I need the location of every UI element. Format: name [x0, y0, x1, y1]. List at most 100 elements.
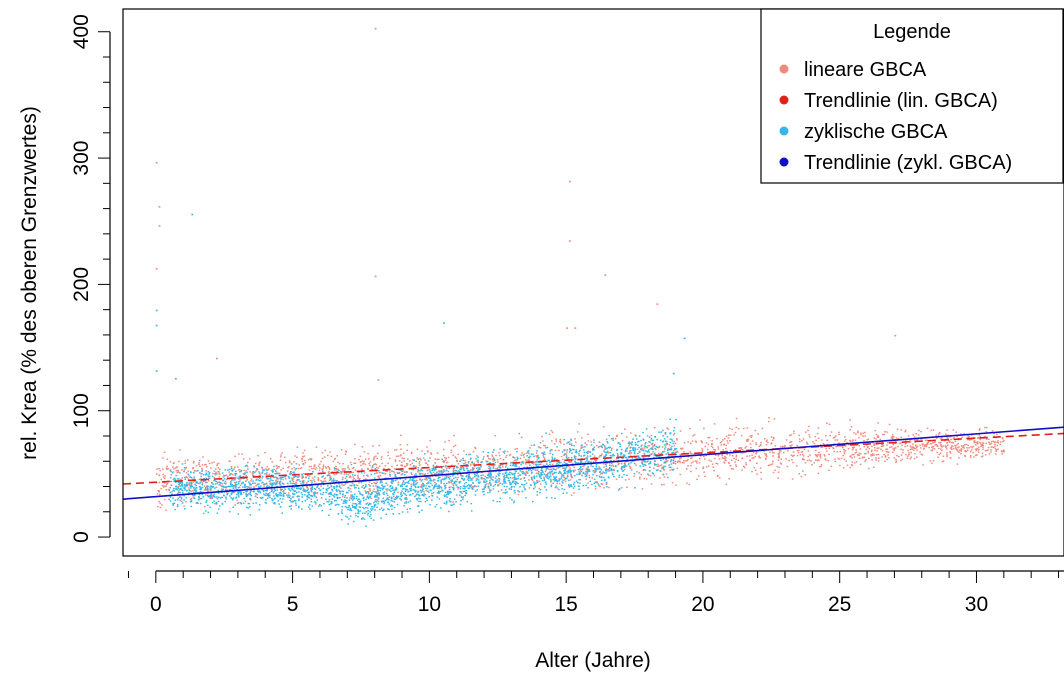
data-point — [374, 494, 377, 496]
data-point — [535, 452, 538, 454]
data-point — [258, 472, 261, 474]
data-point — [353, 462, 355, 465]
data-point — [373, 463, 375, 466]
data-point — [958, 457, 960, 459]
data-point — [737, 459, 740, 461]
data-point — [313, 479, 315, 481]
data-point — [397, 481, 400, 483]
data-point — [350, 509, 353, 512]
data-point — [313, 464, 316, 467]
data-point — [760, 471, 762, 474]
data-point — [165, 489, 168, 491]
data-point — [357, 484, 359, 487]
data-point — [684, 460, 687, 462]
data-point — [568, 486, 571, 488]
data-point — [765, 454, 767, 456]
data-point — [222, 476, 225, 478]
data-point — [317, 485, 319, 487]
data-point — [391, 470, 393, 472]
data-point — [233, 468, 235, 470]
data-point — [392, 480, 394, 482]
data-point — [573, 457, 576, 459]
data-point — [957, 446, 959, 449]
data-point — [631, 457, 634, 459]
data-point — [648, 441, 650, 443]
data-point — [198, 494, 201, 496]
data-point — [817, 454, 820, 456]
data-point — [266, 477, 268, 479]
outlier-point — [374, 27, 377, 30]
data-point — [564, 471, 566, 473]
data-point — [698, 462, 701, 464]
data-point — [188, 484, 190, 486]
data-point — [463, 483, 466, 485]
data-point — [291, 496, 294, 498]
data-point — [270, 486, 273, 488]
data-point — [350, 491, 352, 493]
data-point — [604, 459, 606, 462]
data-point — [310, 490, 313, 493]
data-point — [543, 464, 546, 467]
data-point — [932, 448, 934, 450]
data-point — [561, 481, 563, 483]
data-point — [363, 496, 365, 499]
data-point — [199, 465, 201, 467]
data-point — [580, 466, 582, 469]
data-point — [559, 438, 562, 441]
data-point — [275, 465, 278, 467]
data-point — [826, 422, 828, 424]
data-point — [392, 493, 394, 495]
data-point — [334, 467, 336, 470]
data-point — [600, 476, 603, 479]
data-point — [357, 472, 360, 474]
data-point — [690, 457, 692, 460]
data-point — [861, 457, 864, 459]
data-point — [374, 500, 376, 502]
data-point — [403, 488, 405, 490]
data-point — [165, 485, 167, 488]
data-point — [767, 420, 770, 423]
data-point — [505, 471, 508, 473]
data-point — [418, 511, 421, 513]
data-point — [355, 503, 358, 505]
data-point — [414, 486, 417, 488]
data-point — [506, 450, 509, 453]
data-point — [780, 458, 782, 460]
data-point — [207, 504, 209, 507]
data-point — [391, 496, 393, 499]
data-point — [543, 444, 545, 447]
data-point — [598, 456, 601, 458]
data-point — [735, 456, 738, 458]
data-point — [845, 445, 847, 447]
data-point — [492, 500, 495, 502]
data-point — [546, 460, 548, 462]
data-point — [520, 478, 523, 480]
data-point — [990, 442, 993, 445]
data-point — [412, 479, 414, 481]
data-point — [363, 518, 366, 520]
data-point — [172, 466, 174, 468]
data-point — [540, 469, 543, 471]
data-point — [916, 449, 918, 451]
data-point — [885, 448, 887, 450]
data-point — [242, 502, 245, 504]
data-point — [592, 461, 595, 463]
data-point — [614, 438, 617, 440]
data-point — [579, 479, 582, 481]
data-point — [159, 469, 162, 472]
data-point — [373, 456, 376, 458]
data-point — [316, 486, 318, 488]
data-point — [406, 464, 408, 467]
data-point — [653, 444, 656, 446]
data-point — [576, 431, 579, 433]
data-point — [352, 479, 354, 481]
data-point — [381, 472, 383, 474]
data-point — [509, 471, 511, 474]
data-point — [658, 452, 660, 455]
data-point — [755, 443, 758, 446]
data-point — [729, 450, 732, 452]
data-point — [581, 437, 583, 439]
data-point — [786, 465, 789, 468]
data-point — [239, 492, 242, 494]
data-point — [469, 470, 471, 472]
